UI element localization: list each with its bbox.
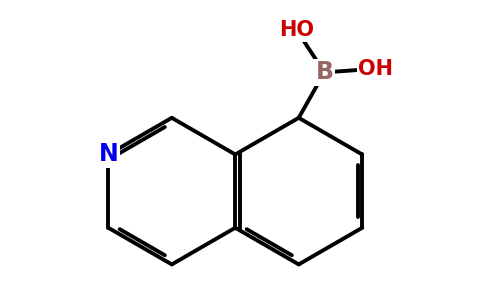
Text: N: N — [98, 142, 118, 167]
Text: OH: OH — [358, 59, 393, 79]
Text: HO: HO — [279, 20, 314, 40]
Text: B: B — [316, 60, 333, 84]
